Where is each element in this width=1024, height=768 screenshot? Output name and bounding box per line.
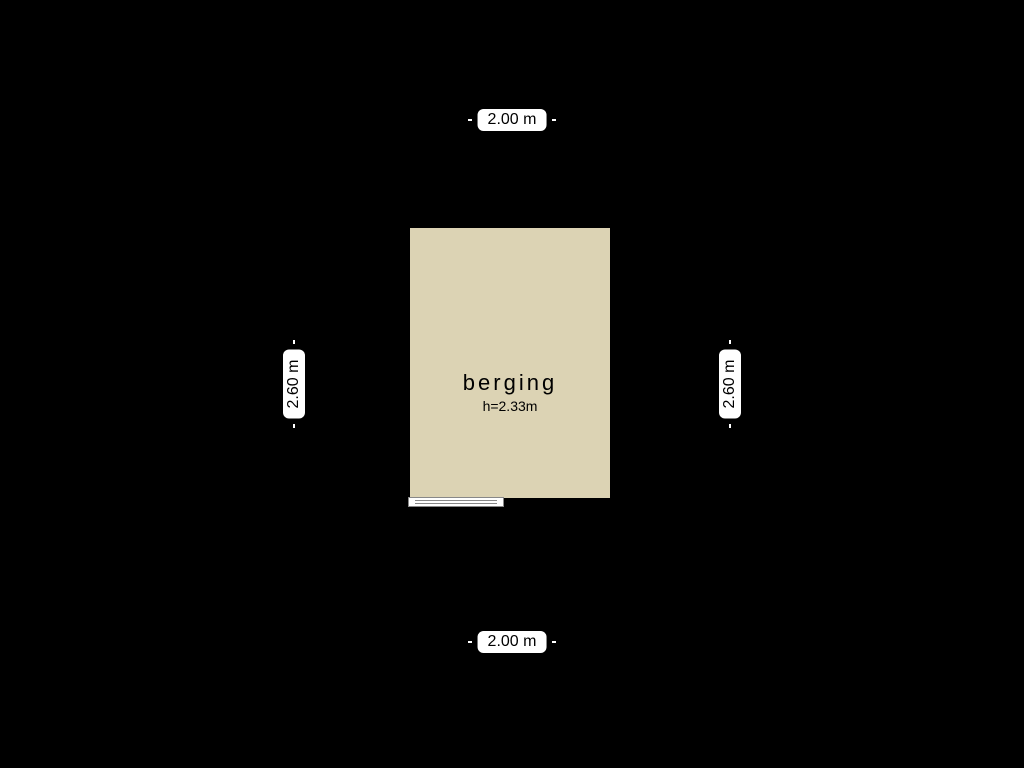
- dimension-right-text: 2.60 m: [721, 360, 738, 409]
- dimension-bottom-text: 2.00 m: [488, 633, 537, 650]
- dimension-bottom: 2.00 m: [478, 631, 547, 653]
- door-panel: [415, 500, 497, 504]
- dimension-tick: [552, 641, 556, 643]
- dimension-left: 2.60 m: [283, 350, 305, 419]
- room-berging: berging h=2.33m: [400, 218, 620, 508]
- dimension-top: 2.00 m: [478, 109, 547, 131]
- dimension-tick: [552, 119, 556, 121]
- dimension-tick: [729, 424, 731, 428]
- floorplan-canvas: berging h=2.33m 2.00 m 2.00 m 2.60 m 2.6…: [0, 0, 1024, 768]
- dimension-tick: [293, 340, 295, 344]
- door-icon: [408, 497, 504, 507]
- dimension-left-text: 2.60 m: [285, 360, 302, 409]
- room-height-label: h=2.33m: [410, 398, 610, 414]
- dimension-tick: [468, 119, 472, 121]
- room-name: berging: [410, 370, 610, 396]
- dimension-tick: [729, 340, 731, 344]
- dimension-tick: [468, 641, 472, 643]
- room-label: berging h=2.33m: [410, 370, 610, 414]
- dimension-right: 2.60 m: [719, 350, 741, 419]
- dimension-tick: [293, 424, 295, 428]
- dimension-top-text: 2.00 m: [488, 111, 537, 128]
